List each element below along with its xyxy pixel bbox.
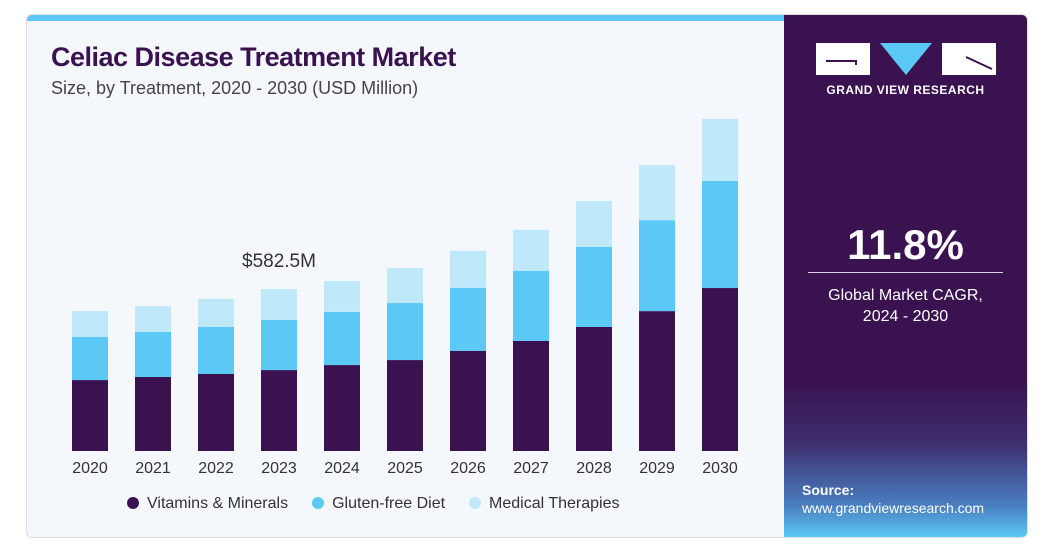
- bar-2025-vitamins-minerals: [387, 360, 423, 451]
- bar-2030-medical-therapies: [702, 118, 738, 181]
- chart-title: Celiac Disease Treatment Market: [51, 42, 456, 72]
- bar-2024-gluten-free-diet: [324, 311, 360, 366]
- bar-2026-vitamins-minerals: [450, 350, 486, 451]
- bar-2027-gluten-free-diet: [513, 270, 549, 341]
- x-tick-label: 2030: [702, 460, 738, 477]
- side-panel: GRAND VIEW RESEARCH 11.8% Global Market …: [784, 15, 1027, 537]
- bar-2020-vitamins-minerals: [72, 380, 108, 451]
- x-tick-label: 2020: [72, 460, 108, 477]
- bar-2024-vitamins-minerals: [324, 365, 360, 451]
- bar-2020-gluten-free-diet: [72, 336, 108, 381]
- bar-2027-medical-therapies: [513, 229, 549, 271]
- x-tick-label: 2026: [450, 460, 486, 477]
- bar-2026-gluten-free-diet: [450, 287, 486, 351]
- bar-2023-medical-therapies: [261, 289, 297, 321]
- bar-2025-medical-therapies: [387, 268, 423, 304]
- infographic-card: Celiac Disease Treatment Market Size, by…: [26, 14, 1028, 538]
- bar-2022-gluten-free-diet: [198, 326, 234, 374]
- source-url: www.grandviewresearch.com: [802, 500, 985, 516]
- legend: Vitamins & Minerals Gluten-free Diet Med…: [127, 495, 619, 513]
- chart-subtitle: Size, by Treatment, 2020 - 2030 (USD Mil…: [51, 78, 419, 98]
- legend-label: Vitamins & Minerals: [147, 495, 289, 512]
- x-tick-label: 2022: [198, 460, 234, 477]
- bar-2022-medical-therapies: [198, 298, 234, 327]
- cagr-label-line2: 2024 - 2030: [862, 308, 949, 325]
- bar-2026-medical-therapies: [450, 250, 486, 288]
- bar-2030-vitamins-minerals: [702, 288, 738, 451]
- x-tick-label: 2023: [261, 460, 297, 477]
- x-tick-label: 2028: [576, 460, 612, 477]
- legend-item-gluten-free: Gluten-free Diet: [312, 495, 445, 513]
- bar-2020-medical-therapies: [72, 311, 108, 337]
- cagr-label: Global Market CAGR, 2024 - 2030: [784, 285, 1027, 327]
- cagr-value: 11.8%: [847, 221, 964, 268]
- stacked-bar-chart: 2020 2021 2022 2023 $582.5M 2024 2025 2026 2027 2…: [72, 118, 738, 477]
- bar-2023-gluten-free-diet: [261, 320, 297, 371]
- bar-2021-gluten-free-diet: [135, 331, 171, 378]
- x-tick-label: 2025: [387, 460, 423, 477]
- bar-2021-vitamins-minerals: [135, 377, 171, 451]
- bar-2025-gluten-free-diet: [387, 303, 423, 361]
- source-label: Source:: [802, 482, 855, 498]
- x-tick-label: 2021: [135, 460, 171, 477]
- bar-2029-medical-therapies: [639, 165, 675, 221]
- data-label: $582.5M: [242, 251, 316, 272]
- legend-label: Medical Therapies: [489, 495, 620, 512]
- accent-bar: [27, 15, 784, 21]
- bar-2028-vitamins-minerals: [576, 326, 612, 451]
- bar-2024-medical-therapies: [324, 281, 360, 312]
- legend-item-medical: Medical Therapies: [469, 495, 619, 513]
- legend-item-vitamins: Vitamins & Minerals: [127, 495, 288, 513]
- x-tick-label: 2029: [639, 460, 675, 477]
- bar-2028-gluten-free-diet: [576, 246, 612, 327]
- legend-label: Gluten-free Diet: [332, 495, 446, 512]
- bar-2030-gluten-free-diet: [702, 180, 738, 289]
- bar-2027-vitamins-minerals: [513, 340, 549, 451]
- gvr-logo-icon: [816, 43, 996, 75]
- bar-2028-medical-therapies: [576, 200, 612, 247]
- bar-2021-medical-therapies: [135, 306, 171, 332]
- bar-2029-vitamins-minerals: [639, 311, 675, 451]
- source: Source: www.grandviewresearch.com: [802, 481, 984, 517]
- x-tick-label: 2027: [513, 460, 549, 477]
- bar-2023-vitamins-minerals: [261, 370, 297, 451]
- bar-2022-vitamins-minerals: [198, 373, 234, 451]
- cagr-label-line1: Global Market CAGR,: [828, 287, 983, 304]
- bar-2029-gluten-free-diet: [639, 220, 675, 312]
- divider: [808, 272, 1003, 273]
- brand-name: GRAND VIEW RESEARCH: [826, 83, 985, 97]
- x-tick-label: 2024: [324, 460, 360, 477]
